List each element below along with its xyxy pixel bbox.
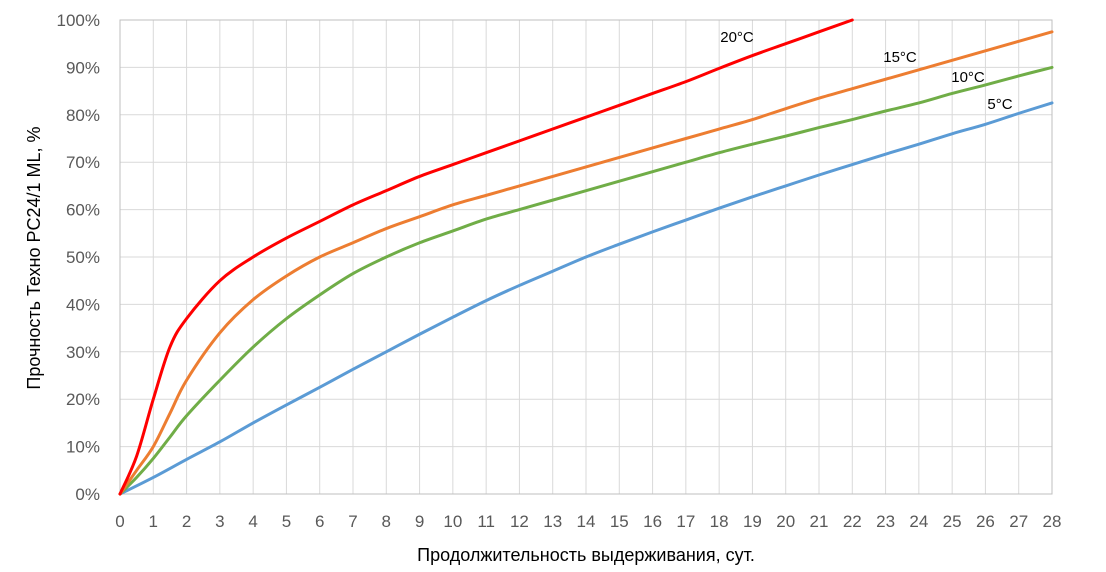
x-tick-label: 10 <box>443 512 462 531</box>
x-tick-label: 11 <box>477 512 495 531</box>
y-tick-label: 50% <box>66 248 100 267</box>
label-layer: 20°C 15°C 10°C5°C <box>720 29 1013 113</box>
series-label-5c: 5°C <box>987 96 1012 113</box>
x-tick-label: 25 <box>943 512 962 531</box>
x-tick-label: 4 <box>248 512 257 531</box>
x-tick-label: 17 <box>676 512 695 531</box>
y-tick-label: 40% <box>66 295 100 314</box>
x-tick-label: 22 <box>843 512 862 531</box>
series-label-10c: 10°C <box>951 69 985 86</box>
series-line-20c <box>118 18 854 496</box>
series-label-20c: 20°C <box>720 29 754 46</box>
series-layer <box>118 18 1054 496</box>
x-axis-title: Продолжительность выдерживания, сут. <box>417 545 755 565</box>
series-line-5c <box>118 101 1054 496</box>
series-label-15c: 15°C <box>883 49 917 66</box>
y-tick-label: 60% <box>66 201 100 220</box>
x-tick-label: 5 <box>282 512 291 531</box>
x-tick-label: 3 <box>215 512 224 531</box>
x-tick-label: 19 <box>743 512 762 531</box>
x-tick-label: 15 <box>610 512 629 531</box>
x-tick-label: 21 <box>810 512 829 531</box>
y-tick-label: 100% <box>57 11 100 30</box>
x-tick-label: 12 <box>510 512 529 531</box>
x-tick-label: 13 <box>543 512 562 531</box>
x-tick-label: 23 <box>876 512 895 531</box>
x-tick-label: 18 <box>710 512 729 531</box>
y-tick-label: 70% <box>66 153 100 172</box>
x-tick-label: 26 <box>976 512 995 531</box>
x-tick-label: 16 <box>643 512 662 531</box>
y-tick-label: 10% <box>66 438 100 457</box>
y-tick-label: 90% <box>66 58 100 77</box>
series-line-15c <box>118 30 1054 496</box>
x-tick-label: 27 <box>1009 512 1028 531</box>
x-tick-label: 8 <box>382 512 391 531</box>
tick-layer: 0 1 2 3 4 5 6 7 8 9 10 11 12 13 14 15 16 17 18 19 20 21 22 23 24… <box>57 11 1062 531</box>
y-tick-label: 0% <box>75 485 100 504</box>
x-tick-label: 24 <box>909 512 928 531</box>
plot-frame <box>119 19 1053 495</box>
x-tick-label: 7 <box>348 512 357 531</box>
series-line-10c <box>118 65 1054 496</box>
x-tick-label: 28 <box>1043 512 1062 531</box>
x-tick-label: 6 <box>315 512 324 531</box>
x-tick-label: 2 <box>182 512 191 531</box>
y-tick-label: 20% <box>66 390 100 409</box>
x-tick-label: 0 <box>115 512 124 531</box>
y-tick-label: 30% <box>66 343 100 362</box>
x-tick-label: 20 <box>776 512 795 531</box>
x-tick-label: 9 <box>415 512 424 531</box>
y-axis-title: Прочность Техно PC24/1 ML, % <box>24 126 44 389</box>
x-tick-label: 14 <box>577 512 596 531</box>
x-tick-label: 1 <box>149 512 158 531</box>
grid-layer <box>119 19 1053 495</box>
y-tick-label: 80% <box>66 106 100 125</box>
